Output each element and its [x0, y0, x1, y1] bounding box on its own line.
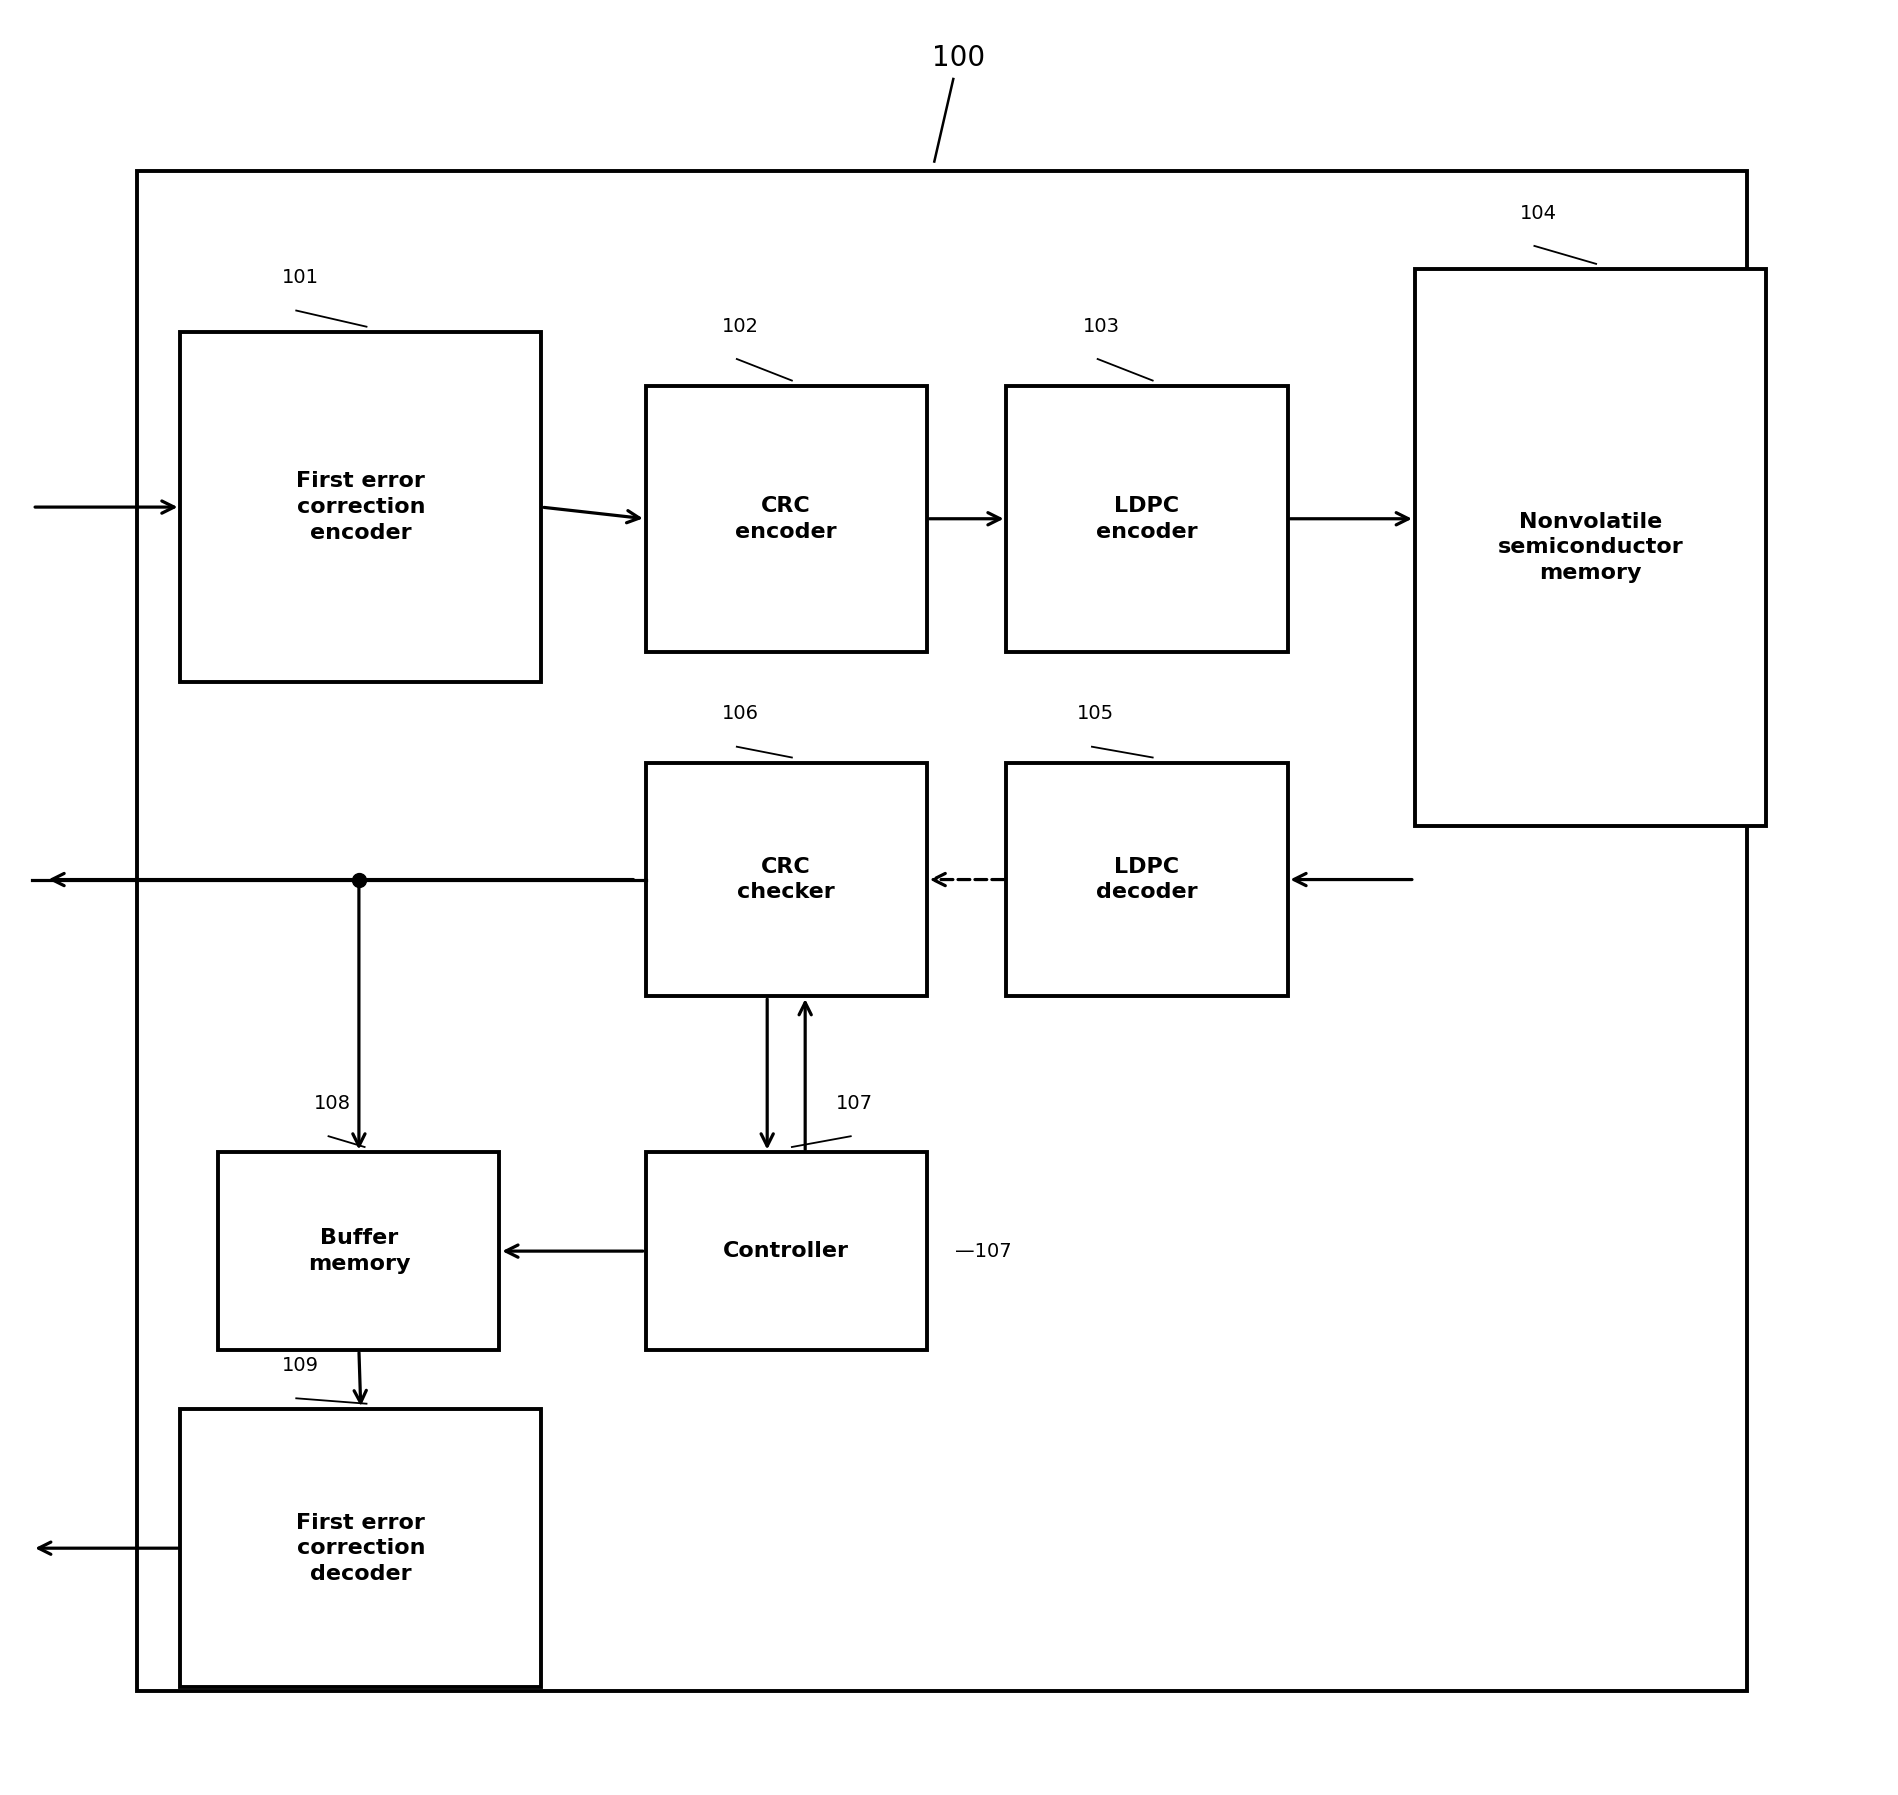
Bar: [645, 763, 926, 996]
Text: 104: 104: [1518, 203, 1556, 223]
Text: 100: 100: [932, 43, 985, 72]
Text: LDPC
decoder: LDPC decoder: [1095, 856, 1198, 903]
Text: 106: 106: [721, 704, 759, 723]
Bar: [1006, 763, 1287, 996]
Text: 105: 105: [1076, 704, 1114, 723]
Bar: [218, 1152, 499, 1350]
Text: 108: 108: [313, 1093, 351, 1113]
Text: First error
correction
decoder: First error correction decoder: [296, 1513, 425, 1583]
Text: 107: 107: [835, 1093, 873, 1113]
Bar: [137, 171, 1746, 1691]
Text: —107: —107: [955, 1242, 1012, 1260]
Text: LDPC
encoder: LDPC encoder: [1095, 495, 1198, 542]
Text: First error
correction
encoder: First error correction encoder: [296, 472, 425, 542]
Text: Buffer
memory: Buffer memory: [307, 1228, 410, 1274]
Bar: [180, 332, 541, 682]
Text: CRC
encoder: CRC encoder: [735, 495, 837, 542]
Text: Controller: Controller: [723, 1240, 848, 1262]
Text: Nonvolatile
semiconductor
memory: Nonvolatile semiconductor memory: [1498, 512, 1682, 583]
Text: CRC
checker: CRC checker: [736, 856, 835, 903]
Text: 103: 103: [1082, 316, 1120, 336]
Bar: [180, 1409, 541, 1687]
Text: 101: 101: [281, 267, 319, 287]
Text: 109: 109: [281, 1355, 319, 1375]
Bar: [1414, 269, 1765, 826]
Bar: [645, 1152, 926, 1350]
Bar: [1006, 386, 1287, 652]
Bar: [645, 386, 926, 652]
Text: 102: 102: [721, 316, 759, 336]
